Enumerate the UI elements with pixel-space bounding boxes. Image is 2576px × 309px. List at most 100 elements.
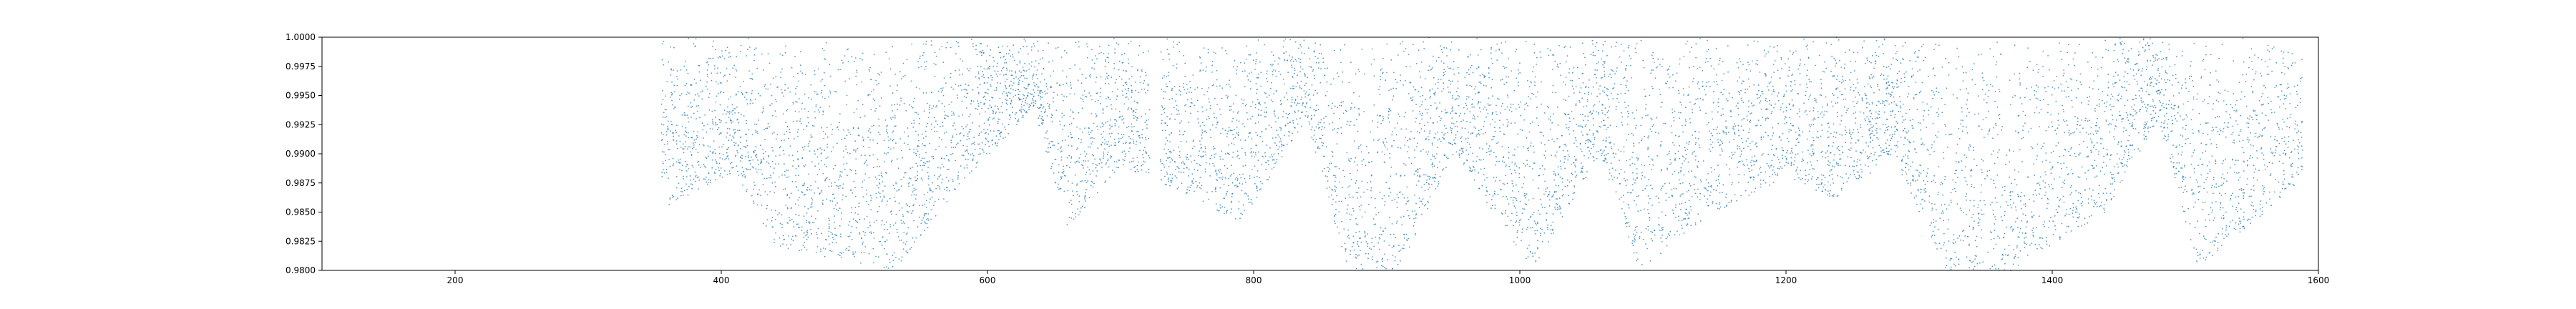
scatter-point xyxy=(924,204,926,205)
scatter-point xyxy=(1530,98,1532,100)
scatter-point xyxy=(2094,160,2096,162)
scatter-point xyxy=(1042,49,1044,52)
scatter-point xyxy=(1431,88,1433,90)
scatter-point xyxy=(2146,66,2148,68)
scatter-point xyxy=(1668,152,1670,154)
scatter-point xyxy=(1923,109,1926,112)
scatter-point xyxy=(1984,137,1985,138)
scatter-point xyxy=(878,82,879,84)
scatter-point xyxy=(1319,44,1322,46)
scatter-point xyxy=(2021,232,2024,234)
scatter-point xyxy=(1083,101,1084,102)
scatter-point xyxy=(1747,62,1749,64)
scatter-point xyxy=(975,76,977,78)
scatter-point xyxy=(796,85,798,87)
scatter-point xyxy=(2087,97,2089,99)
scatter-point xyxy=(1899,111,1901,113)
scatter-point xyxy=(2256,179,2258,181)
scatter-point xyxy=(2039,237,2041,239)
scatter-point xyxy=(1204,130,1206,132)
scatter-point xyxy=(968,138,970,139)
scatter-point xyxy=(2294,128,2296,130)
scatter-point xyxy=(2301,157,2303,159)
scatter-point xyxy=(885,52,887,53)
scatter-point xyxy=(668,149,670,151)
scatter-point xyxy=(2197,192,2200,194)
scatter-point xyxy=(1747,164,1749,166)
scatter-point xyxy=(1760,167,1762,168)
scatter-point xyxy=(1098,53,1100,54)
scatter-point xyxy=(1295,86,1297,87)
scatter-point xyxy=(2124,81,2126,82)
scatter-point xyxy=(2045,191,2047,193)
scatter-point xyxy=(761,112,763,114)
scatter-point xyxy=(969,68,971,69)
scatter-point xyxy=(1166,139,1169,142)
scatter-point xyxy=(1903,73,1906,75)
scatter-point xyxy=(1274,142,1276,144)
scatter-point xyxy=(1295,104,1297,106)
scatter-point xyxy=(1437,132,1439,133)
scatter-point xyxy=(1742,64,1744,66)
scatter-point xyxy=(2261,129,2263,131)
scatter-point xyxy=(1801,160,1803,162)
scatter-point xyxy=(1371,160,1372,162)
scatter-point xyxy=(1145,74,1147,77)
scatter-point xyxy=(1791,147,1793,149)
scatter-point xyxy=(1294,59,1297,61)
scatter-point xyxy=(2143,126,2145,127)
scatter-point xyxy=(1893,101,1896,103)
scatter-point xyxy=(2172,95,2175,97)
scatter-point xyxy=(1745,92,1746,94)
scatter-point xyxy=(766,194,769,196)
scatter-point xyxy=(1896,155,1898,157)
scatter-point xyxy=(1511,161,1513,163)
scatter-point xyxy=(1184,62,1186,64)
scatter-point xyxy=(1604,154,1606,157)
scatter-point xyxy=(1070,82,1071,84)
scatter-point xyxy=(1519,62,1521,64)
scatter-point xyxy=(2199,254,2201,256)
scatter-point xyxy=(1792,54,1793,55)
scatter-point xyxy=(1697,83,1699,85)
scatter-point xyxy=(1257,77,1259,79)
scatter-point xyxy=(1702,81,1704,83)
scatter-point xyxy=(1790,152,1791,154)
scatter-point xyxy=(2273,154,2275,157)
scatter-point xyxy=(841,59,843,62)
scatter-point xyxy=(2259,134,2261,136)
scatter-point xyxy=(1916,195,1917,197)
scatter-point xyxy=(1915,82,1917,83)
scatter-point xyxy=(998,129,1000,132)
scatter-point xyxy=(902,62,904,64)
scatter-point xyxy=(2109,131,2111,133)
scatter-point xyxy=(2210,187,2212,189)
scatter-point xyxy=(1971,169,1972,170)
scatter-point xyxy=(1071,182,1073,184)
scatter-point xyxy=(944,105,945,107)
scatter-point xyxy=(1178,146,1179,148)
scatter-point xyxy=(1844,126,1846,128)
scatter-point xyxy=(1367,233,1368,235)
scatter-point xyxy=(1674,234,1676,236)
scatter-point xyxy=(1273,167,1275,169)
scatter-point xyxy=(1860,164,1862,166)
scatter-point xyxy=(2110,94,2112,96)
scatter-point xyxy=(1020,72,1022,73)
scatter-point xyxy=(2090,152,2092,153)
scatter-point xyxy=(2199,232,2200,235)
scatter-point xyxy=(1212,146,1214,147)
scatter-point xyxy=(1697,138,1699,139)
scatter-point xyxy=(1894,45,1896,46)
scatter-point xyxy=(1524,195,1526,196)
scatter-point xyxy=(1659,64,1661,65)
scatter-point xyxy=(1580,114,1581,116)
scatter-point xyxy=(1216,104,1218,105)
scatter-point xyxy=(1008,133,1010,134)
scatter-point xyxy=(981,54,982,57)
scatter-point xyxy=(1837,97,1839,99)
scatter-point xyxy=(1366,145,1367,147)
scatter-point xyxy=(1733,139,1735,141)
scatter-point xyxy=(2192,192,2194,194)
scatter-point xyxy=(1989,48,1991,50)
